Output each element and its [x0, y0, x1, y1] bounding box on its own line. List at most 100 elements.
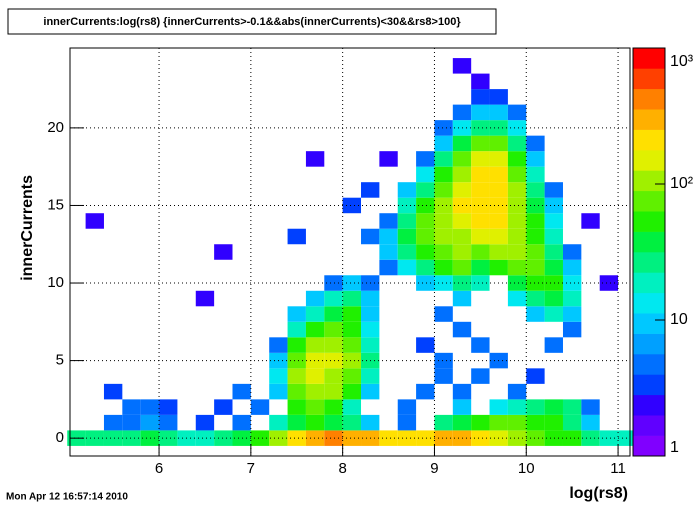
heatmap-cell — [416, 275, 435, 291]
heatmap-cell — [416, 228, 435, 245]
heatmap-cell — [342, 197, 362, 214]
heatmap-cell — [471, 337, 490, 353]
heatmap-cell — [471, 135, 490, 152]
heatmap-cell — [489, 414, 508, 431]
heatmap-cell — [324, 306, 343, 322]
heatmap-cell — [324, 383, 343, 400]
heatmap-cell — [379, 213, 398, 229]
heatmap-cell — [526, 430, 545, 446]
heatmap-cell — [526, 275, 545, 291]
heatmap-cell — [361, 414, 380, 431]
heatmap-cell — [526, 368, 545, 384]
heatmap-cell — [397, 182, 417, 198]
heatmap-cell — [379, 430, 398, 446]
palette-swatch — [633, 333, 665, 355]
heatmap-cell — [618, 430, 637, 446]
heatmap-cell — [434, 430, 453, 446]
heatmap-cell — [434, 213, 453, 229]
heatmap-cell — [416, 166, 435, 183]
heatmap-cell — [416, 244, 435, 260]
heatmap-cell — [526, 166, 545, 183]
heatmap-cell — [489, 228, 508, 245]
heatmap-cell — [452, 182, 472, 198]
heatmap-cell — [269, 368, 288, 384]
heatmap-cell — [140, 414, 160, 431]
heatmap-cell — [416, 151, 435, 167]
palette-swatch — [633, 272, 665, 294]
heatmap-cell — [324, 275, 343, 291]
heatmap-cell — [471, 275, 490, 291]
x-tick-label: 8 — [338, 460, 346, 477]
heatmap-cell — [434, 275, 453, 291]
heatmap-cell — [544, 182, 563, 198]
heatmap-cell — [214, 399, 233, 415]
heatmap-cell — [287, 228, 306, 245]
heatmap-cell — [232, 430, 251, 446]
heatmap-cell — [581, 414, 600, 431]
heatmap-cell — [361, 337, 380, 353]
heatmap-cell — [305, 306, 325, 322]
heatmap-cell — [507, 104, 527, 121]
heatmap-cell — [581, 213, 600, 229]
y-tick-label: 15 — [47, 196, 64, 213]
heatmap-cell — [416, 337, 435, 353]
heatmap-cell — [85, 213, 104, 229]
heatmap-cell — [544, 213, 563, 229]
heatmap-cell — [287, 399, 306, 415]
heatmap-cell — [397, 414, 417, 431]
heatmap-cell — [269, 383, 288, 400]
heatmap-cell — [507, 228, 527, 245]
heatmap-cell — [269, 414, 288, 431]
palette-frame — [632, 47, 666, 457]
heatmap-cell — [324, 321, 343, 338]
title-box — [7, 8, 497, 35]
heatmap-cell — [269, 337, 288, 353]
heatmap-cell — [544, 244, 563, 260]
heatmap-cell — [544, 259, 563, 276]
heatmap-cell — [214, 430, 233, 446]
heatmap-cell — [507, 166, 527, 183]
heatmap-cell — [342, 430, 362, 446]
heatmap-cell — [489, 135, 508, 152]
heatmap-cell — [526, 399, 545, 415]
heatmap-cell — [471, 244, 490, 260]
heatmap-cell — [489, 244, 508, 260]
heatmap-cell — [452, 321, 472, 338]
heatmap-cell — [287, 337, 306, 353]
heatmap-cell — [416, 259, 435, 276]
heatmap-cell — [526, 151, 545, 167]
z-tick-label: 10³ — [670, 53, 694, 70]
palette-swatch — [633, 374, 665, 396]
palette-swatch — [633, 211, 665, 232]
heatmap-cell — [305, 290, 325, 307]
heatmap-cell — [471, 166, 490, 183]
x-tick-label: 11 — [610, 460, 626, 477]
heatmap-cell — [342, 306, 362, 322]
heatmap-cell — [489, 104, 508, 121]
y-axis-label: innerCurrents — [19, 175, 36, 281]
heatmap-cell — [471, 228, 490, 245]
heatmap-cell — [416, 213, 435, 229]
heatmap-cell — [562, 275, 582, 291]
z-tick-label: 10 — [670, 311, 688, 328]
heatmap-cell — [434, 151, 453, 167]
heatmap-cell — [324, 290, 343, 307]
heatmap-cell — [305, 352, 325, 369]
heatmap-cell — [471, 151, 490, 167]
heatmap-cell — [507, 383, 527, 400]
palette-swatch — [633, 68, 665, 90]
heatmap-cell — [507, 244, 527, 260]
heatmap-cell — [434, 166, 453, 183]
heatmap-cell — [434, 306, 453, 322]
heatmap-cell — [452, 399, 472, 415]
heatmap-cell — [507, 182, 527, 198]
palette-swatch — [633, 231, 665, 253]
heatmap-cell — [305, 368, 325, 384]
x-tick-label: 6 — [155, 460, 163, 477]
heatmap-cell — [562, 399, 582, 415]
heatmap-cell — [305, 337, 325, 353]
heatmap-cell — [489, 182, 508, 198]
heatmap-cell — [526, 135, 545, 152]
heatmap-cell — [452, 244, 472, 260]
